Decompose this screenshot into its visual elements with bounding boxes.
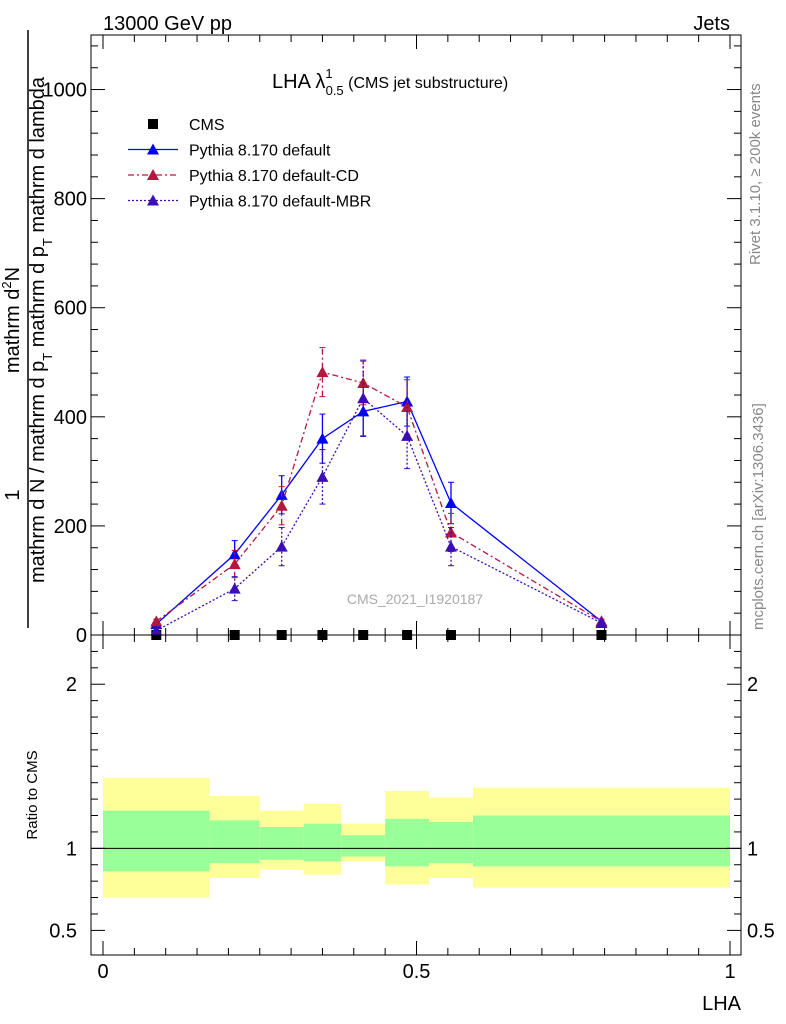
legend-label: Pythia 8.170 default-MBR [189,194,371,211]
triangle-data-point [316,432,329,444]
ratio-y-tick-label: 1 [66,838,77,860]
triangle-data-point [444,497,457,508]
series-line [155,371,602,622]
main-y-tick-label: 400 [54,407,87,429]
y-label-denominator: mathrm d N / mathrm d pT mathrm d pT mat… [27,76,55,583]
header-right: Jets [693,13,730,35]
triangle-data-point [316,366,329,378]
legend-entry: CMS [148,117,225,134]
legend-entry: Pythia 8.170 default-CD [128,168,359,185]
series-3 [150,359,608,636]
y-label-one: 1 [2,489,24,500]
ratio-inner-band [472,815,730,867]
legend-marker [147,194,159,206]
legend-entry: Pythia 8.170 default [128,143,331,160]
ratio-y-tick-label-right: 2 [747,674,758,696]
legend-entry: Pythia 8.170 default-MBR [128,194,371,211]
main-y-ticks: 0 200 400 600 800 1000 [43,45,741,647]
rivet-version-label: Rivet 3.1.10, ≥ 200k events [747,83,764,265]
ratio-inner-band [429,822,473,864]
legend-marker [147,169,159,180]
x-axis-label: LHA [702,993,742,1015]
series-line [155,400,602,625]
triangle-data-point [444,540,457,552]
series-2 [150,347,608,627]
ratio-y-tick-label-right: 1 [747,838,758,860]
triangle-data-point [275,499,288,511]
triangle-data-point [275,540,288,552]
ratio-inner-band [209,820,260,864]
ratio-x-ticks: 0 0.5 1 [97,635,736,983]
ratio-y-tick-label: 0.5 [49,920,77,942]
ratio-inner-band [341,835,386,857]
main-y-tick-label: 600 [54,298,87,320]
legend-label: Pythia 8.170 default-CD [189,168,359,185]
ratio-y-label: Ratio to CMS [24,750,41,839]
triangle-data-point [150,624,163,636]
ratio-y-tick-label: 2 [66,674,77,696]
x-tick-label: 0.5 [403,961,431,983]
ratio-panel: 0.5 0.51 12 2 0 0.5 1 Ratio to CMS LHA [24,634,775,1015]
triangle-data-point [401,401,414,412]
triangle-data-point [228,582,241,594]
ratio-y-ticks: 0.5 0.5 1 1 2 2 [49,650,775,942]
triangle-data-point [316,470,329,482]
triangle-data-point [150,615,163,627]
ratio-inner-band [385,818,430,867]
main-y-tick-label: 1000 [43,80,88,102]
x-tick-label: 0 [97,961,108,983]
main-series [150,347,608,640]
legend: CMS Pythia 8.170 default Pythia 8.170 defa… [128,117,371,211]
legend-marker [148,119,158,129]
main-y-tick-label: 0 [76,625,87,647]
ratio-inner-band [103,810,210,872]
triangle-data-point [401,429,414,441]
series-line [155,397,602,632]
y-axis-label: mathrm d2N 1 mathrm d N / mathrm d pT ma… [0,30,55,628]
legend-label: Pythia 8.170 default [189,143,331,160]
triangle-data-point [595,617,608,628]
ratio-inner-band [259,827,304,860]
legend-marker [147,143,159,155]
ratio-y-tick-label-right: 0.5 [747,920,775,942]
main-y-tick-label: 200 [54,516,87,538]
main-x-ticks [102,35,731,635]
x-tick-label: 1 [724,961,735,983]
header-left: 13000 GeV pp [103,13,232,35]
main-y-tick-label: 800 [54,189,87,211]
watermark: CMS_2021_I1920187 [347,591,483,607]
y-label-numerator: mathrm d2N [0,267,24,373]
ratio-bands [103,777,730,898]
plot-title: LHA λ1 0.5 (CMS jet substructure) [272,66,508,98]
triangle-data-point [357,392,370,404]
ratio-inner-band [303,823,342,862]
legend-label: CMS [189,117,225,134]
triangle-data-point [228,558,241,570]
source-label: mcplots.cern.ch [arXiv:1306.3436] [750,403,767,630]
main-panel: 0 200 400 600 800 1000 CMS_2021_I1920187 LHA … [0,30,742,647]
